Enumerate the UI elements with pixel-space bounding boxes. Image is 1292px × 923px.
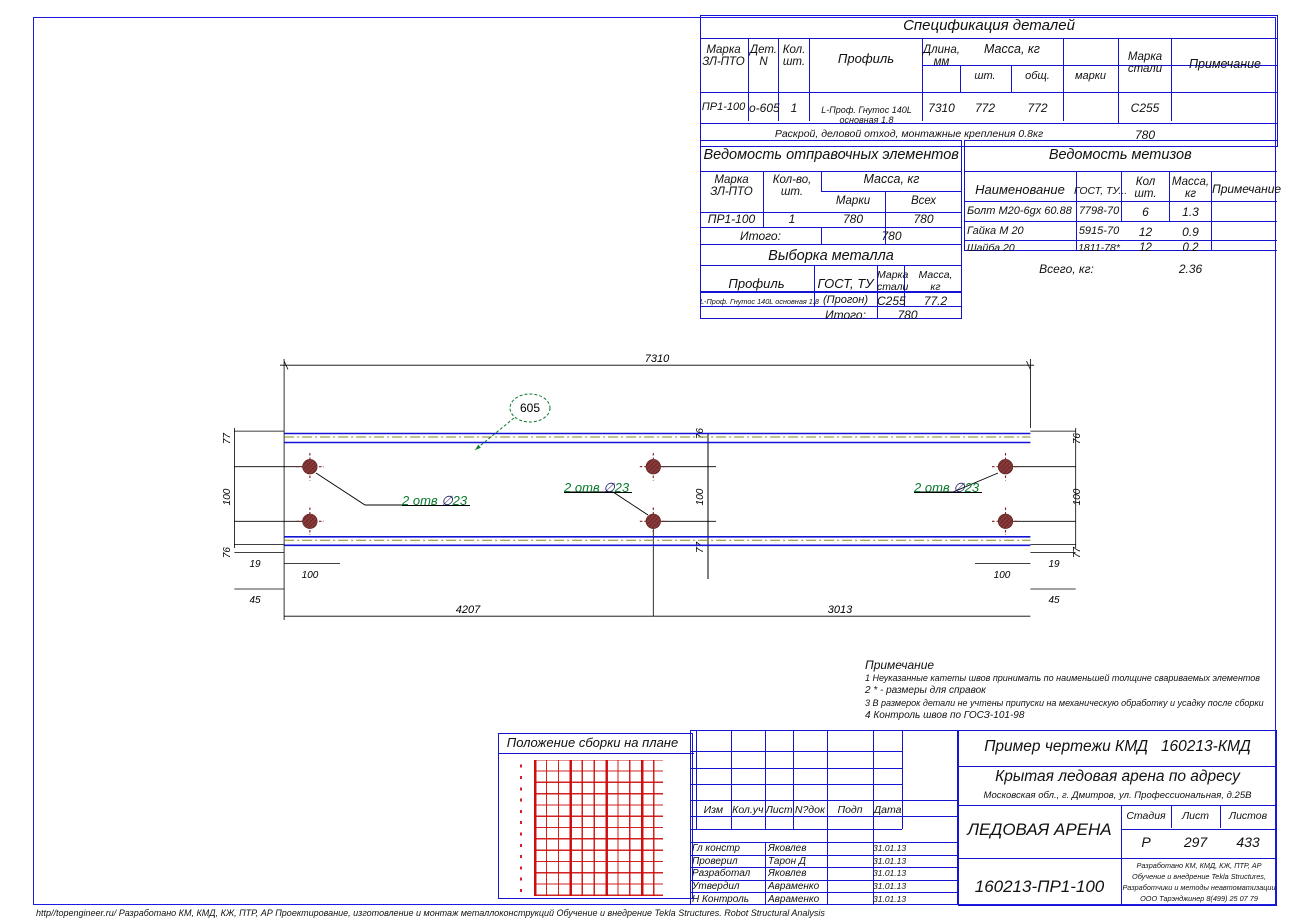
svg-text:605: 605: [520, 401, 540, 415]
svg-text:3013: 3013: [828, 604, 853, 616]
svg-text:77: 77: [695, 541, 706, 553]
svg-text:100: 100: [1072, 488, 1083, 505]
svg-text:45: 45: [1048, 595, 1060, 606]
svg-text:19: 19: [1048, 559, 1060, 570]
svg-text:19: 19: [249, 559, 261, 570]
svg-text:100: 100: [695, 488, 706, 505]
svg-text:100: 100: [994, 570, 1011, 581]
svg-text:100: 100: [302, 570, 319, 581]
svg-text:45: 45: [249, 595, 261, 606]
svg-text:77: 77: [222, 433, 233, 445]
svg-text:7310: 7310: [645, 353, 670, 365]
svg-text:4207: 4207: [456, 604, 481, 616]
svg-text:76: 76: [222, 547, 233, 559]
svg-text:100: 100: [222, 488, 233, 505]
svg-text:76: 76: [1072, 433, 1083, 445]
